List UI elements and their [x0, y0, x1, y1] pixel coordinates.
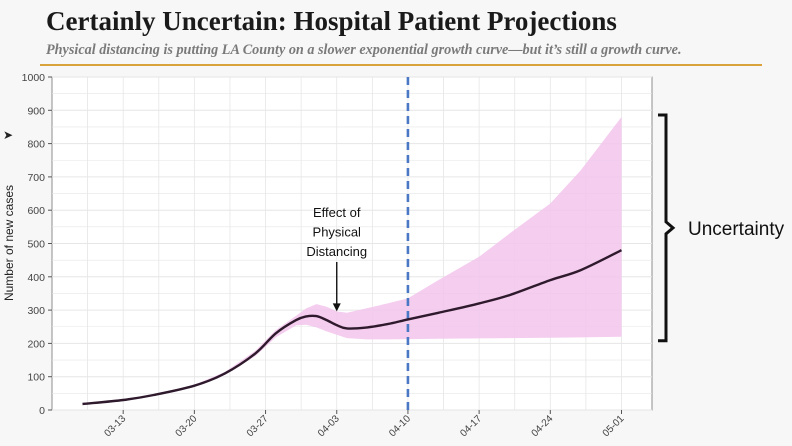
- annotation-text-line: Effect of: [313, 205, 361, 220]
- y-tick-label: 300: [27, 305, 45, 317]
- mouse-cursor-icon: ➤: [3, 128, 14, 142]
- distancing-annotation: Effect of Physical Distancing: [306, 205, 367, 312]
- y-tick-label: 1000: [22, 72, 46, 84]
- y-axis-ticks: 0 100 200 300 400 500 600 700 800 900 1000: [22, 72, 52, 417]
- y-tick-label: 700: [27, 172, 45, 184]
- uncertainty-annotation: Uncertainty: [658, 113, 785, 343]
- y-axis-label: Number of new cases: [2, 185, 16, 301]
- annotation-text-line: Physical: [313, 225, 362, 240]
- accent-rule: [40, 64, 762, 66]
- uncertainty-label: Uncertainty: [688, 219, 785, 240]
- uncertainty-band: [82, 117, 622, 405]
- x-tick-label: 04-10: [387, 413, 413, 439]
- annotation-text-line: Distancing: [306, 244, 367, 259]
- x-tick-label: 03-27: [245, 413, 271, 439]
- x-tick-label: 04-03: [316, 413, 342, 439]
- y-tick-label: 900: [27, 105, 45, 117]
- y-tick-label: 200: [27, 338, 45, 350]
- y-tick-label: 800: [27, 139, 45, 151]
- y-tick-label: 0: [39, 405, 45, 417]
- x-tick-label: 05-01: [601, 413, 627, 439]
- grid-lines: [52, 76, 652, 411]
- x-tick-label: 03-20: [174, 413, 200, 439]
- y-tick-label: 600: [27, 205, 45, 217]
- series-line: [82, 249, 623, 406]
- x-tick-label: 03-13: [102, 413, 128, 439]
- annotation-arrowhead: [332, 303, 341, 312]
- page-subtitle: Physical distancing is putting LA County…: [46, 42, 682, 58]
- x-tick-label: 04-17: [458, 413, 484, 439]
- page-title: Certainly Uncertain: Hospital Patient Pr…: [46, 6, 617, 36]
- y-tick-label: 100: [27, 372, 45, 384]
- y-tick-label: 400: [27, 272, 45, 284]
- x-tick-label: 04-24: [530, 413, 556, 439]
- y-tick-label: 500: [27, 239, 45, 251]
- uncertainty-bracket: [658, 113, 676, 343]
- x-axis-ticks: 03-13 03-20 03-27 04-03 04-10 04-17 04-24 05-01: [102, 410, 627, 439]
